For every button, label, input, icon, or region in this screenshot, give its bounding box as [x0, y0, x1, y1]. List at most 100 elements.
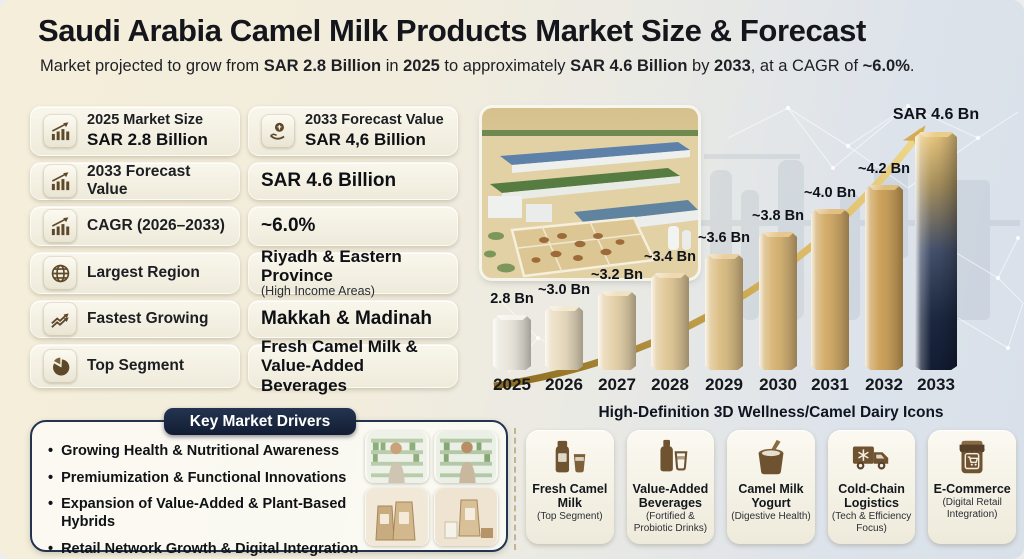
icon-card-title: Value-Added Beverages [632, 482, 709, 510]
chart-bar-2033 [915, 132, 957, 370]
stat-value: Makkah & Madinah [261, 308, 433, 329]
chart-bar-2028 [651, 273, 689, 370]
drivers-bullet-list: • Growing Health & Nutritional Awareness … [32, 422, 384, 558]
market-forecast-bar-chart: 2.8 Bn 2025 ~3.0 Bn 2026 ~3.2 Bn 2027 ~3.4 Bn 2… [478, 98, 1024, 395]
milk-bottle-glass-icon [547, 436, 593, 480]
icon-card-cold-chain-logistics: Cold-Chain Logistics (Tech & Efficiency … [827, 430, 916, 544]
chart-bar-2031 [811, 209, 849, 370]
driver-text: Premiumization & Functional Innovations [61, 469, 347, 486]
stat-card-cagr: CAGR (2026–2033) [30, 206, 240, 246]
dairy-icons-section: High-Definition 3D Wellness/Camel Dairy … [526, 404, 1016, 544]
bar-chart-growth-icon [43, 114, 77, 148]
bar-year-label: 2025 [493, 375, 531, 394]
stat-card-2025-market-size: 2025 Market Size SAR 2.8 Billion [30, 106, 240, 156]
stat-value-card: Makkah & Madinah [248, 300, 458, 338]
stat-value-card: SAR 4.6 Billion [248, 162, 458, 200]
page-subtitle: Market projected to grow from SAR 2.8 Bi… [40, 57, 915, 75]
driver-bullet: • Expansion of Value-Added & Plant-Based … [48, 495, 384, 531]
bar-year-label: 2030 [759, 375, 797, 394]
bar-value-label: ~4.0 Bn [804, 185, 856, 201]
bullet-dot: • [48, 469, 54, 486]
chart-bar-2029 [705, 254, 743, 370]
cold-chain-truck-icon [849, 436, 895, 480]
dairy-icons-row: Fresh Camel Milk (Top Segment) Value-Add… [526, 430, 1016, 544]
stat-value: SAR 4.6 Billion [261, 170, 397, 191]
key-market-drivers-header: Key Market Drivers [164, 408, 356, 435]
retail-shelf-photo [367, 431, 427, 483]
plexus-dots [536, 103, 1020, 350]
stat-card-2033-forecast-value-top: 2033 Forecast Value SAR 4,6 Billion [248, 106, 458, 156]
section-divider [514, 428, 516, 550]
stat-value: ~6.0% [261, 215, 316, 236]
stat-value-card: Riyadh & Eastern Province (High Income Ar… [248, 247, 458, 298]
chart-bar-2030 [759, 232, 797, 370]
bar-value-label: ~4.2 Bn [858, 161, 910, 177]
icon-card-title: E-Commerce [933, 482, 1011, 496]
product-pouch-photo [435, 488, 497, 546]
driver-bullet: • Premiumization & Functional Innovations [48, 469, 384, 487]
stat-label: 2025 Market Size [87, 112, 204, 129]
bar-year-label: 2032 [865, 375, 903, 394]
product-pouch-photo [366, 488, 428, 546]
bar-year-label: 2026 [545, 375, 583, 394]
drivers-photo-grid [365, 431, 498, 546]
bar-cap [493, 307, 531, 320]
stat-label: Top Segment [87, 357, 185, 375]
bullet-dot: • [48, 443, 54, 459]
driver-bullet: • Growing Health & Nutritional Awareness [48, 442, 384, 460]
stat-card-2033-forecast-label: 2033 Forecast Value [30, 162, 240, 200]
bar-value-label: ~3.6 Bn [698, 230, 750, 246]
bar-value-label: 2.8 Bn [490, 291, 534, 307]
stat-label: Largest Region [87, 264, 200, 282]
stats-panel: 2025 Market Size SAR 2.8 Billion 2033 For… [30, 106, 458, 395]
icon-card-value-added-beverages: Value-Added Beverages (Fortified & Probi… [626, 430, 715, 544]
bar-value-label: ~3.8 Bn [752, 208, 804, 224]
bar-value-label: ~3.0 Bn [538, 282, 590, 298]
chart-bar-2032 [865, 185, 903, 370]
icon-card-subtitle: (Digestive Health) [731, 511, 811, 522]
bar-chart-growth-icon [43, 209, 77, 243]
driver-bullet: • Retail Network Growth & Digital Integra… [48, 540, 384, 558]
bar-cap [865, 177, 903, 190]
stat-value-line2: Value-Added Beverages [261, 356, 364, 395]
camel-farm-image [482, 108, 698, 278]
bar-year-label: 2029 [705, 375, 743, 394]
drivers-title: Key Market Drivers [189, 412, 331, 430]
stat-value: SAR 2.8 Billion [87, 130, 208, 150]
coin-hand-icon [261, 114, 295, 148]
icon-card-title: Fresh Camel Milk [532, 482, 608, 510]
dairy-icons-title: High-Definition 3D Wellness/Camel Dairy … [598, 404, 944, 421]
pie-chart-icon [43, 349, 77, 383]
stat-label: CAGR (2026–2033) [87, 217, 225, 235]
chart-bar-2027 [598, 291, 636, 370]
stat-label: Fastest Growing [87, 310, 209, 328]
icon-card-camel-milk-yogurt: Camel Milk Yogurt (Digestive Health) [727, 430, 815, 544]
driver-text: Retail Network Growth & Digital Integrat… [61, 541, 359, 557]
bar-year-label: 2028 [651, 375, 689, 394]
retail-shelf-photo [436, 431, 496, 483]
icon-card-fresh-camel-milk: Fresh Camel Milk (Top Segment) [526, 430, 614, 544]
icon-card-title: Camel Milk Yogurt [738, 482, 804, 510]
chart-bar-2025 [493, 315, 531, 370]
icon-card-subtitle: (Tech & Efficiency Focus) [831, 511, 912, 534]
page-title: Saudi Arabia Camel Milk Products Market … [38, 13, 866, 48]
stat-card-largest-region: Largest Region [30, 252, 240, 294]
stat-label: 2033 Forecast Value [87, 163, 191, 198]
icon-card-ecommerce: E-Commerce (Digital Retail Integration) [928, 430, 1016, 544]
bar-year-label: 2027 [598, 375, 636, 394]
icon-card-subtitle: (Fortified & Probiotic Drinks) [633, 511, 708, 534]
bar-chart-growth-icon [43, 164, 77, 198]
stat-label: 2033 Forecast Value [305, 112, 444, 129]
bullet-dot: • [48, 541, 54, 557]
chart-bar-2026 [545, 306, 583, 370]
bar-value-label: ~3.4 Bn [644, 249, 696, 265]
key-market-drivers-box: Key Market Drivers • Growing Health & Nut… [30, 408, 508, 557]
bullet-dot: • [48, 496, 54, 513]
growth-arrows-icon [43, 302, 77, 336]
beverage-bottle-glass-icon [647, 436, 693, 480]
stat-value-sub: (High Income Areas) [261, 284, 375, 299]
bar-cap [915, 124, 957, 137]
driver-text: Expansion of Value-Added & Plant-Based H… [61, 496, 347, 531]
bar-value-label: SAR 4.6 Bn [892, 106, 980, 123]
